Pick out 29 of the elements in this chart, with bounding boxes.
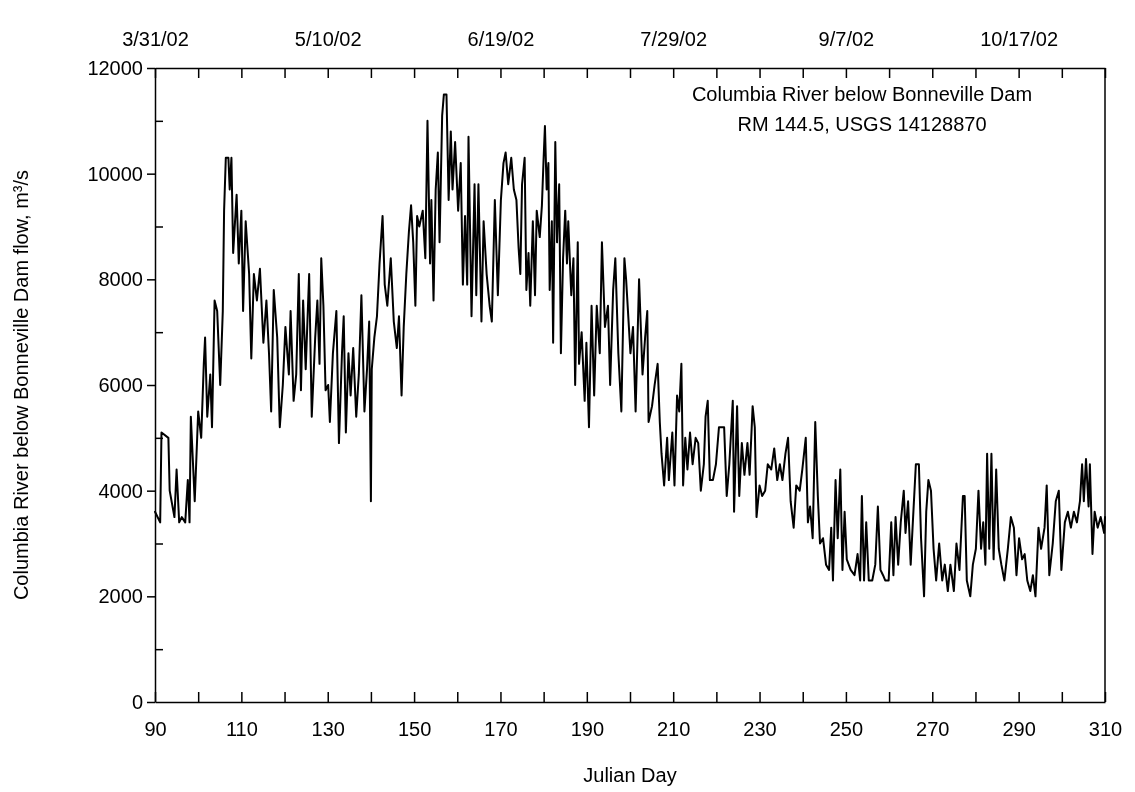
y-tick-label: 2000 xyxy=(98,585,143,608)
x2-tick-label: 3/31/02 xyxy=(122,28,189,50)
x2-tick-label: 7/29/02 xyxy=(640,28,708,50)
y-tick-label: 4000 xyxy=(98,479,143,502)
x-tick-label: 190 xyxy=(570,718,605,741)
x2-tick-label: 5/10/02 xyxy=(294,28,362,50)
y-axis-title: Columbia River below Bonneville Dam flow, m³/s xyxy=(10,169,32,601)
x-tick-label: 230 xyxy=(743,718,777,741)
x-tick-label: 250 xyxy=(829,718,864,741)
x-tick-label: 270 xyxy=(916,718,950,741)
y-tick-label: 0 xyxy=(131,690,143,713)
y-tick-label: 8000 xyxy=(98,268,143,291)
y-tick-label: 12000 xyxy=(87,56,143,79)
y-tick-label: 6000 xyxy=(98,373,143,396)
x-tick-label: 90 xyxy=(144,718,167,741)
x-axis-title: Julian Day xyxy=(583,764,677,786)
x-tick-label: 130 xyxy=(311,718,345,741)
annotation: RM 144.5, USGS 14128870 xyxy=(737,113,987,135)
x2-tick-label: 6/19/02 xyxy=(467,28,535,50)
x2-tick-label: 9/7/02 xyxy=(818,28,875,50)
x-tick-label: 310 xyxy=(1088,718,1123,741)
x-tick-label: 170 xyxy=(484,718,518,741)
x-tick-label: 210 xyxy=(656,718,691,741)
x-tick-label: 290 xyxy=(1002,718,1036,741)
x-tick-label: 110 xyxy=(225,718,258,741)
x-tick-label: 150 xyxy=(397,718,432,741)
annotation: Columbia River below Bonneville Dam xyxy=(691,83,1033,105)
x2-tick-label: 10/17/02 xyxy=(980,28,1059,50)
y-tick-label: 10000 xyxy=(87,162,143,185)
